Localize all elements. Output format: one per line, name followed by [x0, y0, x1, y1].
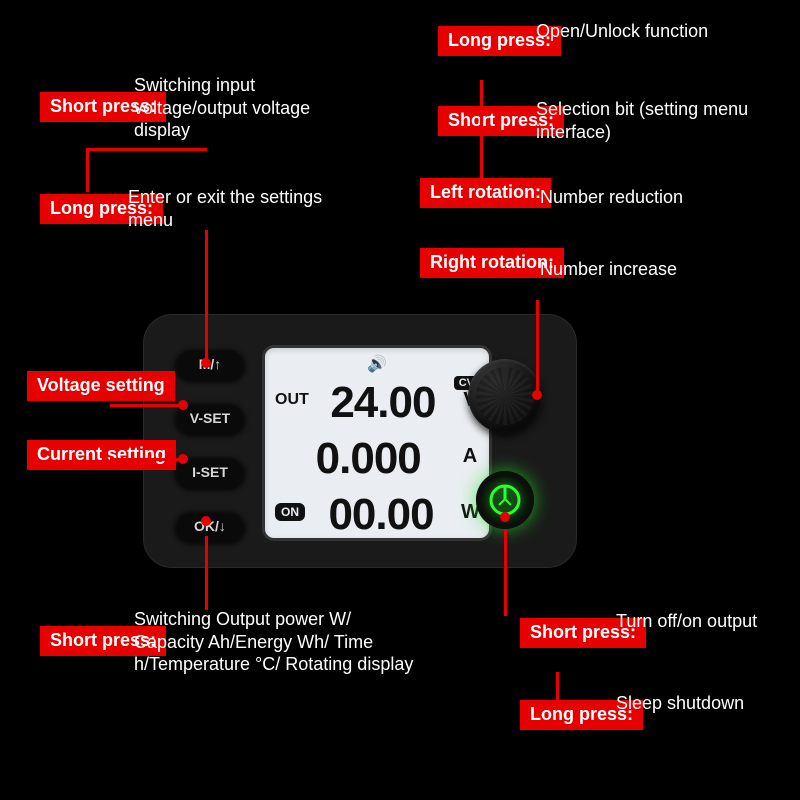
on-badge: ON	[275, 503, 305, 521]
desc-short-press-ok: Switching Output power W/ Capacity Ah/En…	[134, 608, 424, 676]
device-body: M/↑ V-SET I-SET OK/↓ 🔊 CV OUT 24.00 V 0.…	[144, 315, 576, 567]
tag-left-rotation: Left rotation:	[420, 178, 551, 208]
desc-right-rotation: Number increase	[540, 258, 750, 281]
callout-dot	[178, 454, 188, 464]
out-label: OUT	[275, 391, 309, 409]
callout-dot	[178, 400, 188, 410]
callout-dot	[532, 390, 542, 400]
callout-dot	[201, 358, 211, 368]
callout-line	[110, 458, 180, 461]
callout-dot	[500, 512, 510, 522]
callout-line	[480, 80, 483, 180]
speaker-icon: 🔊	[367, 354, 387, 372]
power-value: 00.00	[328, 490, 433, 540]
callout-line	[536, 300, 539, 392]
desc-long-press-knob: Open/Unlock function	[536, 20, 746, 43]
desc-left-rotation: Number reduction	[540, 186, 750, 209]
desc-short-press-knob: Selection bit (setting menu interface)	[536, 98, 766, 143]
desc-short-press-power: Turn off/on output	[616, 610, 776, 633]
current-value: 0.000	[316, 434, 421, 484]
lcd-display: 🔊 CV OUT 24.00 V 0.000 A ON 00.00 W	[262, 345, 492, 541]
callout-line	[86, 148, 207, 151]
tag-voltage-setting: Voltage setting	[27, 371, 175, 401]
desc-long-press-power: Sleep shutdown	[616, 692, 776, 715]
current-unit: A	[461, 445, 479, 468]
tag-current-setting: Current setting	[27, 440, 176, 470]
desc-long-press-m: Enter or exit the settings menu	[128, 186, 328, 231]
callout-line	[110, 404, 180, 407]
callout-dot	[201, 516, 211, 526]
desc-short-press-m: Switching input voltage/output voltage d…	[134, 74, 364, 142]
callout-line	[205, 536, 208, 610]
callout-line	[86, 148, 89, 192]
voltage-value: 24.00	[330, 378, 435, 428]
rotary-knob[interactable]	[468, 359, 542, 433]
callout-line	[504, 530, 507, 616]
ok-button[interactable]: OK/↓	[174, 509, 246, 543]
callout-line	[205, 230, 208, 360]
callout-line	[556, 672, 559, 702]
